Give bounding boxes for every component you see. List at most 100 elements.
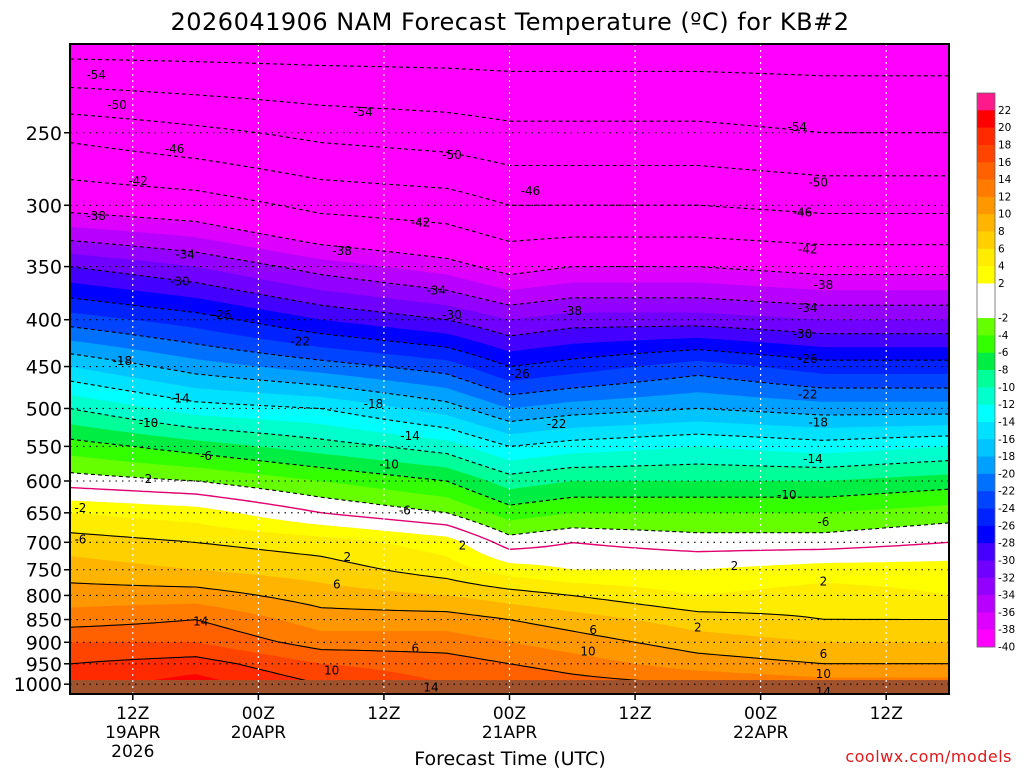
contour-label: 14 [816,685,831,699]
contour-label: -50 [808,176,828,190]
x-tick-label: 19APR [105,723,161,743]
svg-text:-22: -22 [290,335,310,349]
svg-text:-50: -50 [808,176,828,190]
contour-label: 14 [193,614,208,628]
colorbar-swatch [977,525,995,544]
contour-label: 10 [580,645,595,659]
colorbar-legend: 22 20 18 16 14 12 10 8 6 4 2 -2 -4 -6 -8 -10 -12 -14 -16 -1… [976,92,1015,654]
svg-text:-38: -38 [814,278,834,292]
isotherm-solid [70,656,325,694]
colorbar-swatch [977,335,995,354]
svg-text:-54: -54 [86,68,106,82]
svg-text:-26: -26 [798,352,818,366]
colorbar-swatch [977,491,995,509]
contour-label: -34 [426,283,446,297]
colorbar-swatch [977,595,995,613]
contour-label: -46 [793,205,813,219]
colorbar-label: -38 [998,624,1015,636]
contour-label: 2 [694,620,702,634]
colorbar-swatch [977,231,995,250]
svg-text:-46: -46 [165,142,185,156]
colorbar-swatch [977,162,995,180]
contour-label: -6 [74,532,86,546]
colorbar-swatch [977,300,995,319]
colorbar-label: -18 [998,451,1015,463]
colorbar-label: 14 [998,174,1012,186]
svg-text:-14: -14 [400,429,420,443]
contour-label: -54 [353,105,373,119]
contour-label: -38 [814,278,834,292]
isotherm-dashed [70,266,949,337]
svg-text:-50: -50 [442,148,462,162]
contour-label: -26 [510,367,530,381]
svg-text:-38: -38 [332,244,352,258]
isotherm-dashed [70,326,949,396]
contour-label: -10 [777,488,797,502]
isotherm-dashed [70,297,949,368]
svg-text:-34: -34 [426,283,446,297]
contour-label: -30 [793,327,813,341]
x-axis-label: Forecast Time (UTC) [414,748,605,768]
y-tick-label: 400 [26,310,62,332]
contour-label: -18 [808,415,828,429]
svg-text:2: 2 [343,550,351,564]
y-tick-label: 550 [26,436,62,458]
y-tick-label: 700 [26,532,62,554]
contour-label: -38 [562,304,582,318]
contour-label: -22 [798,387,818,401]
svg-text:-22: -22 [547,417,567,431]
svg-text:6: 6 [333,577,341,591]
grid-lines [70,44,949,694]
svg-text:-22: -22 [798,387,818,401]
svg-text:-6: -6 [74,532,86,546]
contour-label: 2 [731,559,739,573]
contour-label: -22 [547,417,567,431]
colorbar-swatch [977,179,995,198]
contour-label: -46 [165,142,185,156]
y-tick-label: 250 [26,123,62,145]
colorbar-swatch [977,370,995,388]
svg-text:10: 10 [324,664,339,678]
x-tick-label: 12Z [367,704,400,724]
colorbar-swatch [977,439,995,457]
colorbar-label: -20 [998,468,1015,480]
contour-label: -10 [379,458,399,472]
contour-label: -18 [113,354,133,368]
contour-label: -42 [411,216,431,230]
svg-text:6: 6 [589,623,597,637]
isotherm-dashed [70,407,949,475]
colorbar-swatch [977,127,995,146]
contour-label: -14 [170,391,190,405]
colorbar-swatch [977,612,995,631]
colorbar-swatch [977,352,995,371]
svg-text:-6: -6 [817,515,829,529]
colorbar-label: -28 [998,538,1015,550]
svg-text:-38: -38 [86,209,106,223]
contour-label: -6 [817,515,829,529]
colorbar-swatch [977,404,995,423]
svg-text:-14: -14 [803,452,823,466]
contour-label: 6 [412,641,420,655]
contour-label: -38 [332,244,352,258]
svg-text:-18: -18 [113,354,133,368]
y-tick-label: 800 [26,585,62,607]
svg-text:-6: -6 [200,449,212,463]
contour-label: -26 [212,308,232,322]
colorbar-swatch [977,387,995,406]
contour-label: 10 [816,667,831,681]
colorbar-swatch [977,93,995,111]
svg-text:14: 14 [816,685,831,699]
colorbar-label: -16 [998,434,1015,446]
svg-text:-26: -26 [212,308,232,322]
colorbar-label: -10 [998,382,1015,394]
contour-label: -26 [798,352,818,366]
svg-text:2: 2 [145,472,153,486]
colorbar-label: -2 [998,313,1008,325]
colorbar-label: -24 [998,503,1015,515]
contour-label: 2 [145,472,153,486]
svg-text:-42: -42 [411,216,431,230]
svg-text:-10: -10 [379,458,399,472]
y-tick-label: 900 [26,632,62,654]
x-tick-label: 12Z [618,704,651,724]
colorbar-swatch [977,110,995,129]
